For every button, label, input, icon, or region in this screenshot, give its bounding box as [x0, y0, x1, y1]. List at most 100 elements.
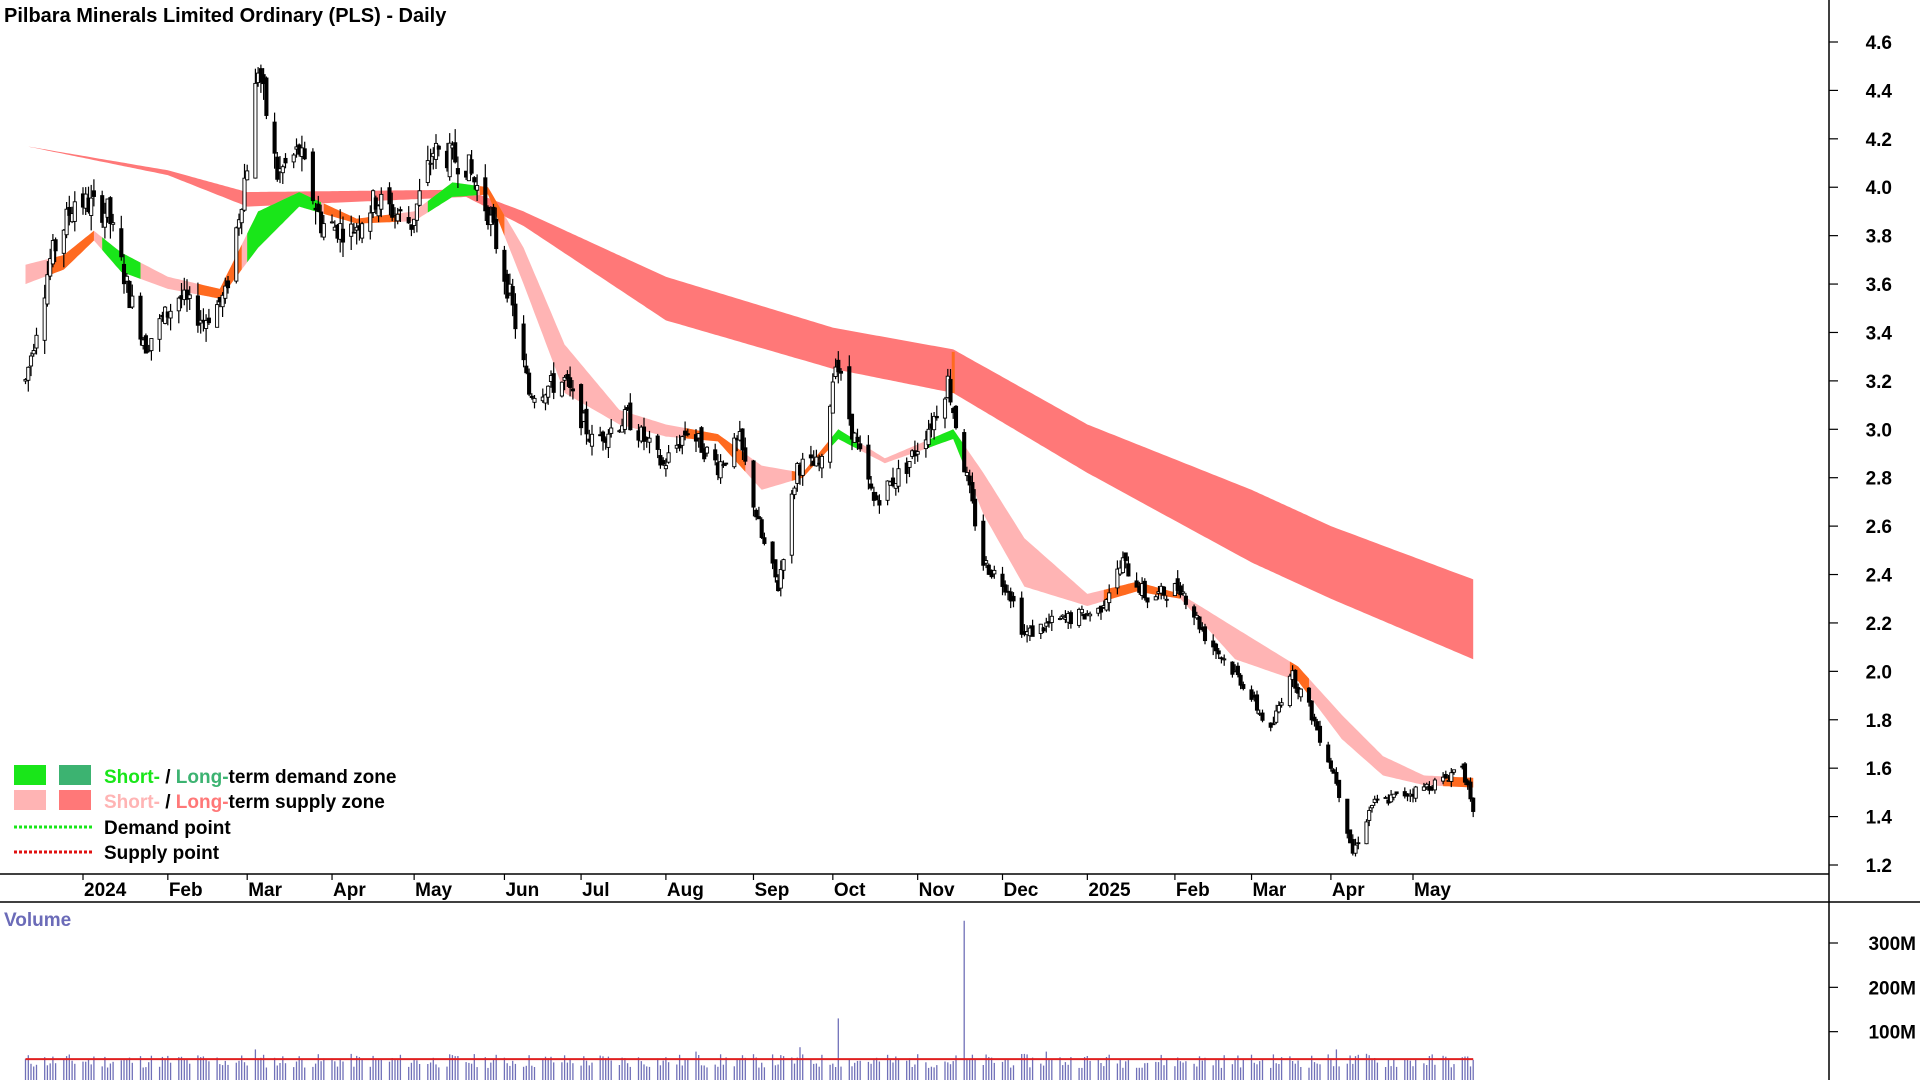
candle	[1079, 605, 1084, 617]
candle	[885, 480, 890, 506]
candle	[275, 152, 280, 182]
candle	[1287, 673, 1292, 708]
candle	[234, 226, 239, 284]
price-tick-label: 2.4	[1866, 566, 1893, 587]
candle	[589, 424, 595, 456]
month-tick-label: Nov	[919, 880, 955, 901]
candle	[890, 467, 896, 488]
candle	[942, 396, 948, 429]
price-tick-label: 3.0	[1866, 420, 1892, 441]
candle	[436, 144, 441, 157]
candle	[409, 224, 414, 237]
candle	[559, 381, 564, 398]
price-tick-label: 3.2	[1866, 372, 1892, 393]
candle	[329, 214, 335, 224]
legend-demand-point-label: Demand point	[104, 818, 231, 839]
candle	[102, 202, 107, 239]
candle	[124, 273, 129, 293]
candle	[428, 148, 433, 176]
candle	[176, 296, 181, 324]
candle	[53, 237, 58, 263]
candle	[1238, 673, 1243, 690]
candle	[732, 433, 737, 469]
candle	[187, 286, 192, 310]
candle	[743, 437, 748, 466]
candle	[223, 277, 228, 304]
candle	[819, 453, 824, 479]
price-tick-label: 1.2	[1866, 856, 1892, 877]
candle	[412, 218, 417, 234]
candle	[373, 195, 378, 215]
candle	[349, 215, 354, 250]
candle	[1317, 720, 1323, 746]
candle	[1306, 687, 1312, 707]
candle	[1153, 594, 1158, 601]
candle	[546, 385, 551, 405]
short-term-supply-segment	[50, 230, 94, 275]
candle	[984, 556, 989, 569]
price-tick-label: 3.4	[1866, 323, 1893, 344]
volume-tick-label: 100M	[1868, 1023, 1916, 1044]
candle	[130, 284, 135, 309]
short-term-demand-segment	[247, 192, 322, 263]
volume-label: Volume	[4, 910, 71, 931]
month-tick-label: Apr	[333, 880, 366, 901]
candle	[778, 560, 783, 597]
price-tick-label: 4.4	[1866, 81, 1893, 102]
candle	[792, 485, 797, 500]
candle	[1315, 718, 1320, 731]
candle	[568, 366, 573, 397]
candle	[149, 338, 154, 361]
candle	[907, 461, 912, 478]
candle	[398, 206, 403, 222]
candle	[814, 449, 819, 467]
candle	[220, 292, 225, 317]
candle	[1000, 566, 1005, 596]
candle	[756, 506, 761, 520]
candle	[934, 405, 939, 421]
candle	[524, 353, 529, 375]
candle	[600, 430, 606, 451]
candle	[1082, 613, 1087, 620]
candle	[529, 393, 534, 400]
candle	[1068, 610, 1073, 629]
candle	[1451, 769, 1457, 775]
candle	[521, 315, 526, 368]
candle	[1468, 777, 1473, 802]
volume-bars	[24, 920, 1474, 1080]
legend: Short- / Long-term demand zone Short- / L…	[14, 765, 396, 864]
candle	[584, 401, 589, 445]
short-term-demand-segment	[830, 429, 858, 449]
month-tick-label: May	[1414, 880, 1451, 901]
candle	[1471, 797, 1476, 818]
candle	[830, 373, 835, 414]
candle	[1011, 592, 1016, 608]
month-tick-label: May	[415, 880, 452, 901]
candle	[740, 428, 745, 460]
short-term-demand-segment	[925, 429, 965, 467]
candle	[932, 412, 937, 440]
candle	[379, 187, 384, 218]
candle	[360, 221, 365, 244]
candle	[992, 565, 997, 579]
candle	[1462, 762, 1468, 785]
candle	[849, 413, 855, 451]
candle	[368, 205, 373, 240]
candle	[157, 314, 162, 352]
candle	[1254, 690, 1260, 714]
candle	[351, 222, 356, 234]
candle	[1197, 616, 1202, 634]
candle	[272, 112, 277, 169]
candle	[1134, 572, 1139, 588]
month-tick-label: Feb	[169, 880, 203, 901]
candle	[291, 153, 296, 169]
candle	[1057, 616, 1063, 621]
candle	[242, 163, 247, 212]
candle	[1216, 648, 1221, 659]
candle	[847, 355, 852, 426]
month-ticks: 2024 Feb Mar Apr May Jun Jul Aug Sep Oct Nov Dec 202…	[82, 874, 1451, 901]
long-term-demand-swatch	[59, 765, 91, 785]
candle	[896, 459, 901, 493]
month-tick-label: Apr	[1332, 880, 1365, 901]
